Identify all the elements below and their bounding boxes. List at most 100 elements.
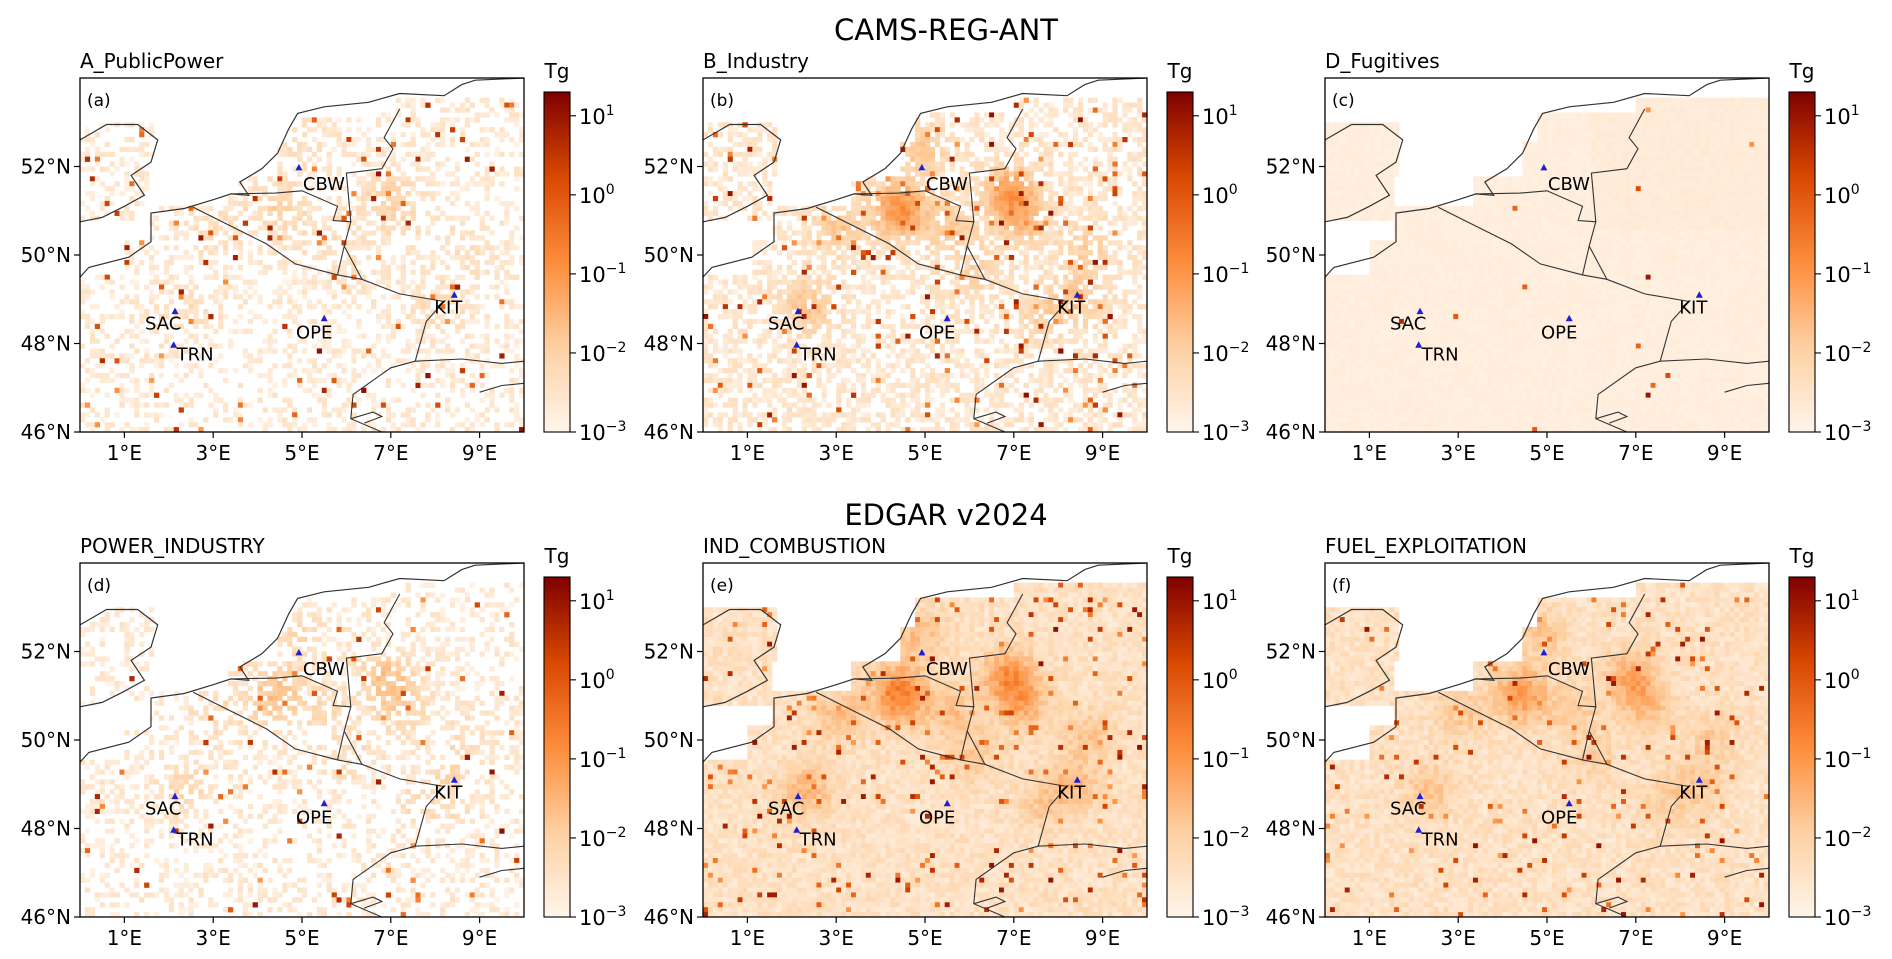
heatmap-cell (450, 102, 456, 108)
heatmap-cell (1073, 210, 1079, 216)
heatmap-cell (762, 161, 768, 167)
heatmap-cell (104, 427, 110, 432)
heatmap-cell (361, 205, 367, 212)
heatmap-cell (450, 412, 456, 418)
heatmap-cell (984, 200, 990, 207)
heatmap-cell (351, 220, 357, 226)
heatmap-cell (910, 181, 916, 187)
heatmap-cell (925, 156, 931, 162)
heatmap-cell (1077, 107, 1084, 113)
station-label: KIT (434, 297, 463, 318)
heatmap-cell (791, 338, 798, 344)
colorbar-tick-label: 10−2 (579, 340, 626, 366)
heatmap-cell (420, 274, 426, 280)
heatmap-cell (703, 377, 709, 384)
heatmap-cell (860, 225, 867, 231)
colorbar-tick-label: 10−3 (579, 419, 626, 445)
heatmap-cell (1092, 274, 1098, 280)
heatmap-cell (425, 323, 431, 330)
heatmap-cell (821, 255, 827, 261)
heatmap-cell (119, 392, 125, 398)
heatmap-cell (1087, 205, 1094, 212)
heatmap-cell (900, 181, 906, 187)
heatmap-cell (178, 230, 184, 236)
heatmap-cell (1013, 358, 1020, 364)
heatmap-cell (410, 309, 416, 315)
heatmap-cell (989, 200, 995, 207)
heatmap-cell (920, 358, 926, 364)
heatmap-cell (80, 309, 86, 315)
heatmap-cell (707, 373, 714, 379)
heatmap-cell (925, 294, 931, 300)
heatmap-cell (376, 250, 382, 256)
heatmap-cell (1117, 304, 1123, 310)
heatmap-cell (1092, 220, 1098, 226)
heatmap-cell (1112, 141, 1118, 148)
heatmap-cell (865, 181, 872, 187)
heatmap-cell (984, 250, 990, 256)
heatmap-cell (994, 225, 1000, 231)
heatmap-cell (781, 358, 788, 364)
heatmap-cell (237, 250, 244, 256)
x-tick-label: 9°E (462, 441, 497, 465)
heatmap-cell (885, 176, 891, 182)
heatmap-cell (144, 127, 150, 133)
heatmap-cell (405, 407, 411, 413)
heatmap-cell (479, 245, 485, 251)
heatmap-cell (183, 338, 189, 344)
heatmap-cell (459, 127, 466, 133)
heatmap-cell (1127, 117, 1133, 123)
heatmap-cell (925, 387, 931, 393)
heatmap-cell (1073, 235, 1079, 241)
heatmap-cell (380, 151, 387, 157)
heatmap-cell (984, 215, 990, 221)
heatmap-cell (163, 309, 170, 315)
heatmap-cell (742, 328, 748, 334)
heatmap-cell (158, 402, 165, 408)
heatmap-cell (994, 166, 1000, 172)
heatmap-cell (435, 348, 441, 354)
heatmap-cell (504, 117, 510, 123)
heatmap-cell (84, 146, 91, 153)
heatmap-cell (939, 382, 946, 389)
heatmap-cell (356, 205, 362, 212)
heatmap-cell (979, 215, 985, 221)
heatmap-cell (366, 151, 372, 157)
heatmap-cell (1008, 294, 1015, 300)
heatmap-cell (173, 235, 179, 241)
heatmap-cell (361, 284, 367, 290)
heatmap-cell (703, 299, 709, 305)
heatmap-cell (479, 333, 485, 339)
heatmap-cell (1033, 259, 1039, 266)
heatmap-cell (1082, 181, 1089, 187)
heatmap-cell (1112, 181, 1118, 187)
heatmap-cell (420, 294, 426, 300)
country-border (230, 190, 363, 280)
heatmap-cell (302, 284, 308, 290)
heatmap-cell (484, 338, 490, 344)
heatmap-cell (1043, 323, 1049, 330)
heatmap-cell (371, 240, 377, 246)
heatmap-cell (1013, 230, 1020, 236)
heatmap-cell (311, 220, 318, 226)
heatmap-cell (311, 417, 318, 423)
heatmap-cell (875, 196, 881, 202)
heatmap-cell (949, 112, 955, 118)
heatmap-cell (777, 235, 783, 241)
heatmap-cell (499, 220, 505, 226)
heatmap-cell (979, 196, 985, 202)
heatmap-cell (371, 171, 377, 177)
heatmap-cell (430, 137, 436, 143)
heatmap-cell (425, 146, 431, 153)
heatmap-cell (900, 294, 906, 300)
heatmap-cell (984, 176, 990, 182)
heatmap-cell (474, 235, 480, 241)
heatmap-cell (385, 382, 392, 389)
heatmap-cell (494, 427, 500, 432)
heatmap-cell (1048, 264, 1054, 271)
heatmap-cell (737, 304, 743, 310)
heatmap-cell (84, 127, 91, 133)
heatmap-cell (361, 215, 367, 221)
heatmap-cell (939, 328, 946, 334)
heatmap-cell (767, 333, 773, 339)
